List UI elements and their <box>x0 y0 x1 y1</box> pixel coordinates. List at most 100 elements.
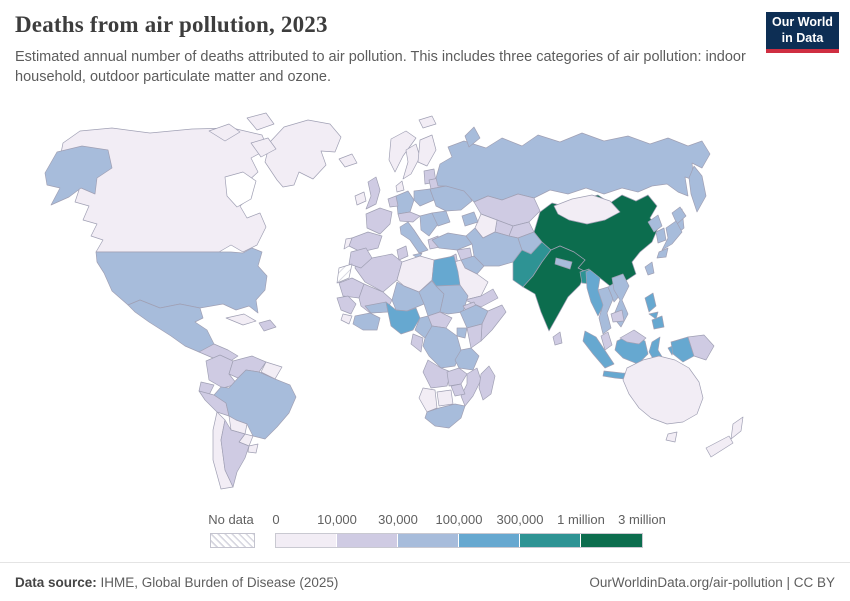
country-malaysia[interactable] <box>600 331 613 351</box>
country-west-africa[interactable] <box>352 312 381 331</box>
country-italy[interactable] <box>399 221 429 254</box>
data-source-label: Data source: <box>15 574 97 590</box>
country-libya[interactable] <box>396 255 435 293</box>
country-benelux[interactable] <box>387 195 399 208</box>
legend-tick: 300,000 <box>496 512 544 527</box>
country-cuba[interactable] <box>225 313 257 326</box>
country-japan[interactable] <box>671 206 687 225</box>
country-bolivia[interactable] <box>228 415 248 435</box>
country-poland[interactable] <box>413 188 435 207</box>
country-south-africa[interactable] <box>424 403 466 429</box>
country-north-korea[interactable] <box>647 214 663 233</box>
owid-logo-line2: in Data <box>781 30 824 45</box>
legend-bin-swatch[interactable] <box>520 534 581 547</box>
country-tunisia[interactable] <box>396 245 409 261</box>
page-title: Deaths from air pollution, 2023 <box>15 12 328 37</box>
legend-bin-swatch[interactable] <box>276 534 337 547</box>
country-finland[interactable] <box>417 134 437 167</box>
country-hispaniola[interactable] <box>258 319 277 332</box>
country-malaysia[interactable] <box>619 329 647 345</box>
country-colombia[interactable] <box>205 354 238 389</box>
country-russia[interactable] <box>464 126 481 148</box>
country-philippines[interactable] <box>648 311 659 320</box>
country-russia[interactable] <box>435 132 711 203</box>
country-france[interactable] <box>365 207 393 235</box>
country-taiwan[interactable] <box>644 261 655 276</box>
country-madagascar[interactable] <box>478 365 496 401</box>
country-nepal[interactable] <box>554 257 573 270</box>
country-indonesia[interactable] <box>582 330 615 369</box>
legend-tick: 3 million <box>618 512 666 527</box>
owid-logo-line1: Our World <box>772 14 833 29</box>
country-greenland[interactable] <box>264 119 342 188</box>
country-svalbard[interactable] <box>418 115 437 129</box>
country-japan[interactable] <box>661 220 683 251</box>
country-kenya[interactable] <box>466 323 483 349</box>
country-uruguay[interactable] <box>247 443 259 454</box>
country-uganda[interactable] <box>456 327 468 339</box>
country-mozambique[interactable] <box>460 367 482 407</box>
country-western-sahara[interactable] <box>336 263 353 284</box>
country-philippines[interactable] <box>651 315 665 330</box>
country-sri-lanka[interactable] <box>552 331 563 346</box>
country-indonesia[interactable] <box>670 336 695 363</box>
legend-bin-swatch[interactable] <box>581 534 642 547</box>
country-west-africa[interactable] <box>340 313 353 325</box>
country-australia[interactable] <box>622 355 704 425</box>
country-alaska[interactable] <box>44 145 113 206</box>
country-ukraine[interactable] <box>429 185 473 212</box>
country-ireland[interactable] <box>354 191 367 206</box>
country-balkans[interactable] <box>419 212 439 237</box>
country-angola[interactable] <box>422 359 452 389</box>
country-denmark[interactable] <box>395 180 405 193</box>
country-caucasus[interactable] <box>461 211 479 227</box>
legend-bin-swatch[interactable] <box>337 534 398 547</box>
country-mongolia[interactable] <box>553 194 621 225</box>
country-arctic-islands[interactable] <box>246 112 275 131</box>
country-norway[interactable] <box>388 130 417 173</box>
country-united-states[interactable] <box>95 247 268 314</box>
hudson-bay-water <box>224 171 257 208</box>
country-germany[interactable] <box>395 190 415 215</box>
country-arctic-islands[interactable] <box>250 137 277 158</box>
country-mexico[interactable] <box>127 299 215 353</box>
country-namibia[interactable] <box>418 387 438 413</box>
country-nigeria[interactable] <box>385 301 421 335</box>
chart-header: Deaths from air pollution, 2023 Estimate… <box>15 12 755 87</box>
chart-footer: Data source: IHME, Global Burden of Dise… <box>0 562 850 601</box>
country-iceland[interactable] <box>338 153 358 168</box>
legend-bin-swatch[interactable] <box>398 534 459 547</box>
country-cambodia[interactable] <box>610 309 625 323</box>
country-portugal[interactable] <box>343 237 353 250</box>
country-romania[interactable] <box>431 210 451 227</box>
country-zambia[interactable] <box>446 367 468 387</box>
country-philippines[interactable] <box>644 292 657 313</box>
country-new-zealand[interactable] <box>705 435 734 458</box>
country-botswana[interactable] <box>436 389 454 407</box>
country-arctic-islands[interactable] <box>208 123 241 142</box>
country-zimbabwe[interactable] <box>450 383 466 397</box>
country-argentina[interactable] <box>220 419 250 488</box>
country-japan[interactable] <box>656 247 669 259</box>
legend-tick: 1 million <box>557 512 605 527</box>
country-west-africa[interactable] <box>336 295 357 315</box>
country-australia[interactable] <box>665 431 678 443</box>
country-sweden[interactable] <box>402 143 421 180</box>
country-canada[interactable] <box>57 127 269 253</box>
country-congo[interactable] <box>410 333 424 353</box>
country-united-kingdom[interactable] <box>365 176 381 210</box>
country-central-europe[interactable] <box>397 211 421 223</box>
country-brazil[interactable] <box>213 369 297 440</box>
country-south-korea[interactable] <box>655 227 667 244</box>
country-russia[interactable] <box>688 165 707 213</box>
owid-url-link[interactable]: OurWorldinData.org/air-pollution | CC BY <box>589 574 835 590</box>
country-central-african-republic[interactable] <box>427 311 453 329</box>
owid-logo[interactable]: Our World in Data <box>766 12 839 53</box>
legend-no-data-swatch[interactable] <box>210 533 255 548</box>
country-papua-new-guinea[interactable] <box>687 334 715 361</box>
country-new-zealand[interactable] <box>730 416 744 440</box>
legend-bin-swatch[interactable] <box>459 534 520 547</box>
data-source-link[interactable]: IHME, Global Burden of Disease (2025) <box>96 574 339 590</box>
country-morocco[interactable] <box>348 247 373 269</box>
